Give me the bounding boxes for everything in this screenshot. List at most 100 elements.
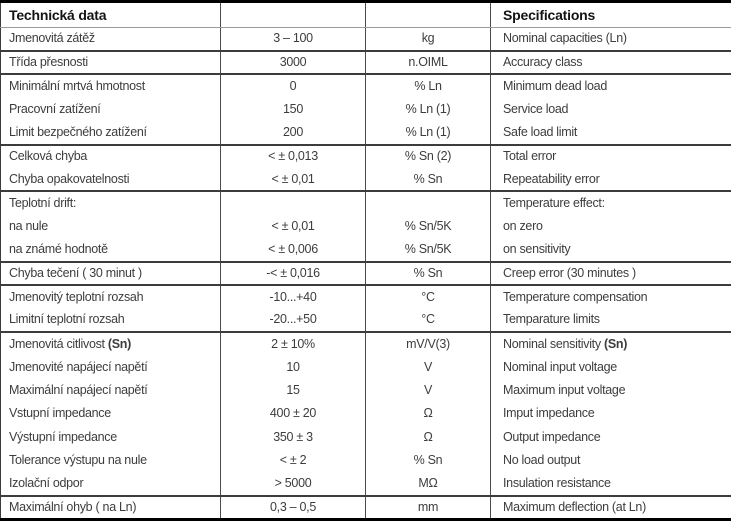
table-row: Jmenovitá zátěž 3 – 100 kg Nominal capaciti… <box>0 27 731 51</box>
czech-label-cell: Jmenovitý teplotní rozsah <box>0 284 221 309</box>
table-row: Chyba opakovatelnosti < ± 0,01% Sn Repeata… <box>0 168 731 192</box>
value-cell: 10 <box>220 355 366 379</box>
czech-label-cell: Třída přesnosti <box>0 49 221 75</box>
value-cell: 2 ± 10% <box>220 330 366 356</box>
header-empty-unit-cell <box>365 1 491 28</box>
english-label-cell: Output impedance <box>503 429 601 444</box>
unit-cell: mm <box>365 494 491 520</box>
czech-label-cell: Minimální mrtvá hmotnost <box>0 73 221 98</box>
english-label-cell: Nominal input voltage <box>503 359 617 374</box>
table-row: na známé hodnotě < ± 0,006% Sn/5K on sensi… <box>0 238 731 262</box>
table-row: Třída přesnosti 3000 n.OIML Accuracy class <box>0 49 731 75</box>
value-cell: -10...+40 <box>220 284 366 309</box>
english-label-cell: Insulation resistance <box>503 476 611 491</box>
unit-cell: % Sn/5K <box>365 214 491 239</box>
czech-label-cell: Vstupní impedance <box>0 402 221 426</box>
value-cell: < ± 2 <box>220 449 366 473</box>
value-cell: < ± 0,01 <box>220 168 366 192</box>
table-row: Pracovní zatížení 150% Ln (1) Service load <box>0 97 731 122</box>
value-cell <box>220 190 366 215</box>
table-row: Maximální napájecí napětí 15 V Maximum inpu… <box>0 378 731 403</box>
value-cell: 200 <box>220 121 366 145</box>
unit-cell: °C <box>365 308 491 332</box>
unit-cell <box>365 190 491 215</box>
unit-cell: % Ln (1) <box>365 121 491 145</box>
unit-cell: % Ln (1) <box>365 97 491 122</box>
value-cell: -20...+50 <box>220 308 366 332</box>
english-label-cell: Nominal sensitivity (Sn) <box>490 330 731 356</box>
table-row: Tolerance výstupu na nule < ± 2% Sn No loa… <box>0 449 731 473</box>
unit-cell: MΩ <box>365 472 491 496</box>
czech-label-cell: Chyba opakovatelnosti <box>0 168 221 192</box>
table-row: Jmenovitý teplotní rozsah -10...+40 °C Temp… <box>0 284 731 309</box>
czech-label-cell: Limit bezpečného zatížení <box>0 121 221 145</box>
czech-label-cell: Izolační odpor <box>0 472 221 496</box>
value-cell: < ± 0,01 <box>220 214 366 239</box>
english-label-cell: Maximum deflection (at Ln) <box>490 494 731 520</box>
czech-label-cell: Maximální ohyb ( na Ln) <box>0 494 221 520</box>
table-title-czech: Technická data <box>0 1 221 28</box>
table-row: Limit bezpečného zatížení 200% Ln (1) Safe… <box>0 121 731 145</box>
table-row: na nule < ± 0,01% Sn/5K on zero <box>0 214 731 239</box>
czech-label-cell: Teplotní drift: <box>0 190 221 215</box>
unit-cell: % Sn <box>365 449 491 473</box>
english-label-cell: No load output <box>503 453 581 468</box>
english-label-cell: Service load <box>503 101 569 116</box>
unit-cell: °C <box>365 284 491 309</box>
czech-label-cell: Jmenovitá zátěž <box>0 27 221 51</box>
value-cell: < ± 0,006 <box>220 238 366 262</box>
english-label-cell: Total error <box>490 143 731 169</box>
english-label-cell: Accuracy class <box>490 49 731 75</box>
czech-label-cell: Chyba tečení ( 30 minut ) <box>0 260 221 286</box>
czech-label-cell: Jmenovité napájecí napětí <box>0 355 221 379</box>
english-label-cell: Temperature compensation <box>490 284 731 309</box>
english-label-cell: Repeatability error <box>503 171 600 186</box>
unit-cell: % Sn (2) <box>365 143 491 169</box>
value-cell: 150 <box>220 97 366 122</box>
table-row: Teplotní drift: Temperature effect: <box>0 190 731 215</box>
czech-label-cell: na známé hodnotě <box>0 238 221 262</box>
english-label-cell: Temparature limits <box>503 312 600 327</box>
header-empty-value-cell <box>220 1 366 28</box>
table-row: Maximální ohyb ( na Ln) 0,3 – 0,5 mm Maximu… <box>0 494 731 520</box>
czech-label-cell: na nule <box>0 214 221 239</box>
spec-table-body: Jmenovitá zátěž 3 – 100 kg Nominal capaciti… <box>0 27 731 520</box>
czech-label-cell: Výstupní impedance <box>0 425 221 450</box>
czech-label-cell: Jmenovitá citlivost (Sn) <box>0 330 221 356</box>
unit-cell: Ω <box>365 425 491 450</box>
unit-cell: % Sn/5K <box>365 238 491 262</box>
value-cell: 3 – 100 <box>220 27 366 51</box>
value-cell: 0 <box>220 73 366 98</box>
english-label-cell: Imput impedance <box>503 406 595 421</box>
unit-cell: % Sn <box>365 260 491 286</box>
unit-cell: Ω <box>365 402 491 426</box>
unit-cell: V <box>365 378 491 403</box>
english-label-cell: on sensitivity <box>503 241 571 256</box>
table-row: Chyba tečení ( 30 minut ) -< ± 0,016% Sn C… <box>0 260 731 286</box>
czech-label-cell: Maximální napájecí napětí <box>0 378 221 403</box>
value-cell: 15 <box>220 378 366 403</box>
value-cell: 3000 <box>220 49 366 75</box>
table-row: Jmenovité napájecí napětí 10 V Nominal inpu… <box>0 355 731 379</box>
english-label-cell: Temperature effect: <box>490 190 731 215</box>
unit-cell: V <box>365 355 491 379</box>
table-row: Izolační odpor > 5000 MΩ Insulation resista… <box>0 472 731 496</box>
english-label-cell: Safe load limit <box>503 124 578 139</box>
unit-cell: % Ln <box>365 73 491 98</box>
value-cell: 400 ± 20 <box>220 402 366 426</box>
unit-cell: % Sn <box>365 168 491 192</box>
table-row: Celková chyba < ± 0,013% Sn (2) Total erro… <box>0 143 731 169</box>
english-label-cell: Minimum dead load <box>490 73 731 98</box>
english-label-cell: Nominal capacities (Ln) <box>503 31 627 46</box>
english-label-cell: on zero <box>503 219 543 234</box>
table-title-english: Specifications <box>490 1 731 28</box>
table-row: Limitní teplotní rozsah -20...+50 °C Tempar… <box>0 308 731 332</box>
table-row: Vstupní impedance 400 ± 20 Ω Imput impedanc… <box>0 402 731 426</box>
table-header-row: Technická data Specifications <box>0 1 731 28</box>
value-cell: 350 ± 3 <box>220 425 366 450</box>
table-row: Minimální mrtvá hmotnost 0% Ln Minimum dea… <box>0 73 731 98</box>
english-label-cell: Maximum input voltage <box>503 382 626 397</box>
unit-cell: kg <box>365 27 491 51</box>
english-label-cell: Creep error (30 minutes ) <box>490 260 731 286</box>
